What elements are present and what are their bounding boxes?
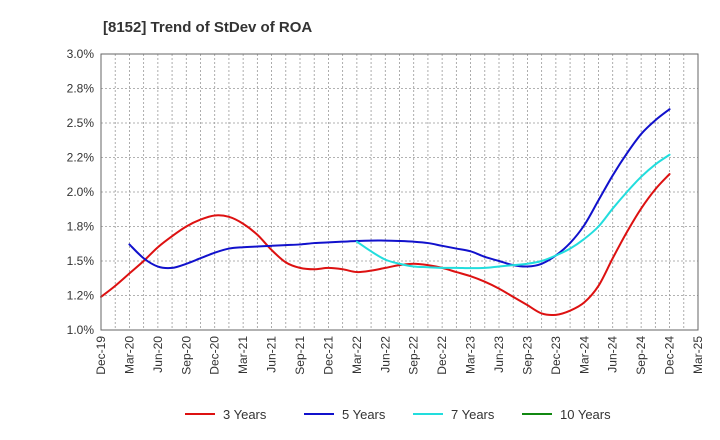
x-tick-label: Dec-22 <box>435 336 449 375</box>
x-tick-label: Mar-25 <box>691 336 705 374</box>
y-tick-label: 1.5% <box>67 254 95 268</box>
plot-border <box>100 53 699 331</box>
x-tick-label: Mar-22 <box>350 336 364 374</box>
x-tick-label: Mar-20 <box>122 336 136 374</box>
series-line-1 <box>100 173 671 317</box>
y-tick-label: 1.2% <box>67 289 95 303</box>
x-tick-label: Dec-24 <box>663 336 677 375</box>
y-tick-label: 1.0% <box>67 323 95 337</box>
x-tick-label: Dec-21 <box>321 336 335 375</box>
legend-label: 7 Years <box>451 407 495 422</box>
x-tick-label: Jun-23 <box>492 336 506 373</box>
plot-frame <box>100 53 699 331</box>
y-tick-label: 2.0% <box>67 185 95 199</box>
x-tick-label: Jun-20 <box>151 336 165 373</box>
series-line-2 <box>128 108 671 270</box>
legend: 3 Years 5 Years 7 Years 10 Years <box>185 407 611 422</box>
x-tick-label: Jun-24 <box>606 336 620 373</box>
legend-label: 3 Years <box>223 407 267 422</box>
series-lines <box>100 108 671 317</box>
y-axis: 1.0% 1.2% 1.5% 1.8% 2.0% 2.2% 2.5% 2.8% 3.0% <box>67 47 95 337</box>
y-tick-label: 2.5% <box>67 116 95 130</box>
legend-label: 10 Years <box>560 407 611 422</box>
x-tick-label: Mar-24 <box>577 336 591 374</box>
x-tick-label: Sep-24 <box>634 336 648 375</box>
x-tick-label: Dec-23 <box>549 336 563 375</box>
legend-label: 5 Years <box>342 407 386 422</box>
chart-title: [8152] Trend of StDev of ROA <box>103 19 312 36</box>
x-tick-label: Jun-21 <box>265 336 279 373</box>
x-tick-label: Mar-21 <box>236 336 250 374</box>
series-line-3 <box>355 153 671 270</box>
x-tick-label: Sep-23 <box>520 336 534 375</box>
y-tick-label: 3.0% <box>67 47 95 61</box>
x-tick-label: Dec-19 <box>94 336 108 375</box>
x-tick-label: Jun-22 <box>378 336 392 373</box>
y-tick-label: 1.8% <box>67 220 95 234</box>
x-tick-label: Mar-23 <box>464 336 478 374</box>
x-tick-label: Sep-22 <box>407 336 421 375</box>
x-axis: Dec-19 Mar-20 Jun-20 Sep-20 Dec-20 Mar-21 Jun-… <box>94 336 705 375</box>
x-tick-label: Dec-20 <box>208 336 222 375</box>
y-tick-label: 2.2% <box>67 151 95 165</box>
y-tick-label: 2.8% <box>67 82 95 96</box>
x-tick-label: Sep-21 <box>293 336 307 375</box>
x-tick-label: Sep-20 <box>179 336 193 375</box>
